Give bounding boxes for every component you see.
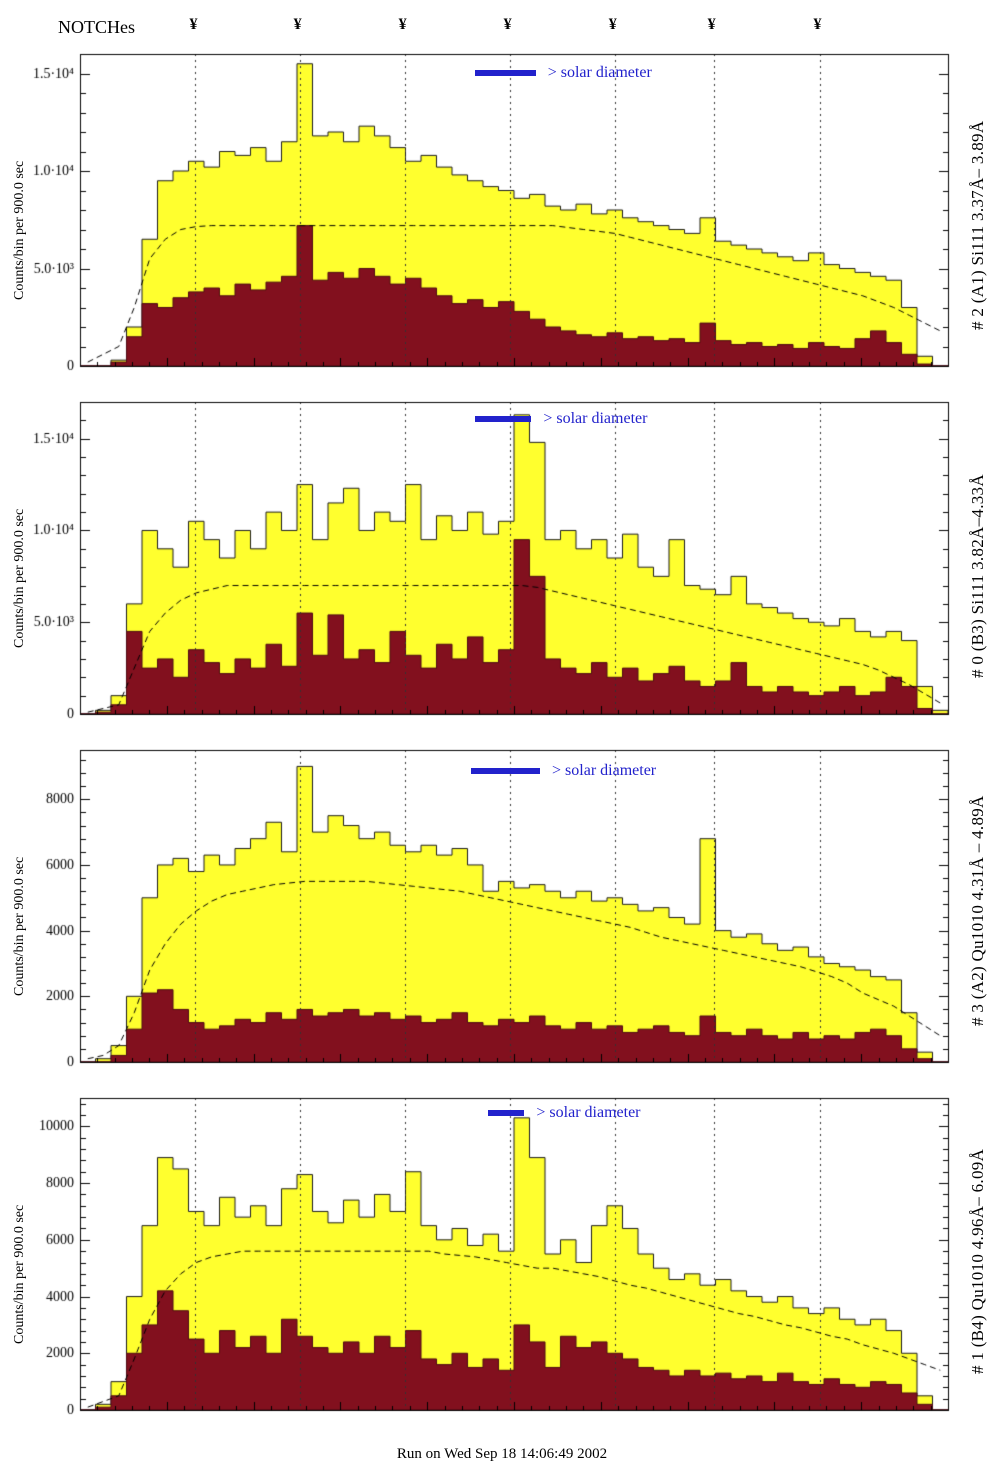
notch-yen-icon: ¥ [813, 16, 822, 33]
notch-yen-icon: ¥ [707, 16, 716, 33]
notch-yen-icon: ¥ [608, 16, 617, 33]
solar-diameter-bar-icon [474, 70, 536, 76]
solar-diameter-label: > solar diameter [547, 64, 652, 81]
solar-diameter-bar-icon [470, 768, 541, 774]
chart-panel-2: > solar diameter Counts/bin per 900.0 se… [0, 396, 1004, 744]
panel-title: # 2 (A1) Si111 3.37Å– 3.89Å [968, 120, 987, 330]
solar-diameter-legend: > solar diameter [474, 64, 652, 82]
notch-yen-icon: ¥ [398, 16, 407, 33]
run-timestamp: Run on Wed Sep 18 14:06:49 2002 [396, 1446, 608, 1462]
panel-1-histogram [0, 48, 1004, 396]
run-timestamp-footer: Run on Wed Sep 18 14:06:49 2002 [0, 1440, 1004, 1476]
notches-title: NOTCHes [58, 17, 135, 37]
solar-diameter-bar-icon [487, 1110, 525, 1116]
chart-panel-3: > solar diameter Counts/bin per 900.0 se… [0, 744, 1004, 1092]
panel-title: # 3 (A2) Qu1010 4.31Å – 4.89Å [968, 795, 987, 1026]
solar-diameter-label: > solar diameter [543, 410, 648, 427]
notch-yen-icon: ¥ [189, 16, 198, 33]
notches-header: NOTCHes ¥ ¥ ¥ ¥ ¥ ¥ ¥ [0, 0, 1004, 48]
solar-diameter-label: > solar diameter [536, 1104, 641, 1121]
panel-3-histogram [0, 744, 1004, 1092]
chart-panel-4: > solar diameter Counts/bin per 900.0 se… [0, 1092, 1004, 1440]
panel-2-histogram [0, 396, 1004, 744]
panel-title: # 0 (B3) Si111 3.82Å–4.33Å [968, 474, 987, 678]
y-axis-label: Counts/bin per 900.0 sec [12, 856, 27, 996]
panel-4-histogram [0, 1092, 1004, 1440]
notch-yen-icon: ¥ [503, 16, 512, 33]
panel-title: # 1 (B4) Qu1010 4.96Å– 6.09Å [968, 1148, 987, 1374]
solar-diameter-legend: > solar diameter [487, 1104, 641, 1122]
y-axis-label: Counts/bin per 900.0 sec [12, 508, 27, 648]
y-axis-label: Counts/bin per 900.0 sec [12, 1204, 27, 1344]
solar-diameter-legend: > solar diameter [470, 762, 657, 780]
solar-diameter-label: > solar diameter [552, 762, 657, 779]
solar-diameter-bar-icon [474, 416, 532, 422]
notch-yen-icon: ¥ [293, 16, 302, 33]
solar-diameter-legend: > solar diameter [474, 410, 648, 428]
y-axis-label: Counts/bin per 900.0 sec [12, 160, 27, 300]
chart-panel-1: > solar diameter Counts/bin per 900.0 se… [0, 48, 1004, 396]
